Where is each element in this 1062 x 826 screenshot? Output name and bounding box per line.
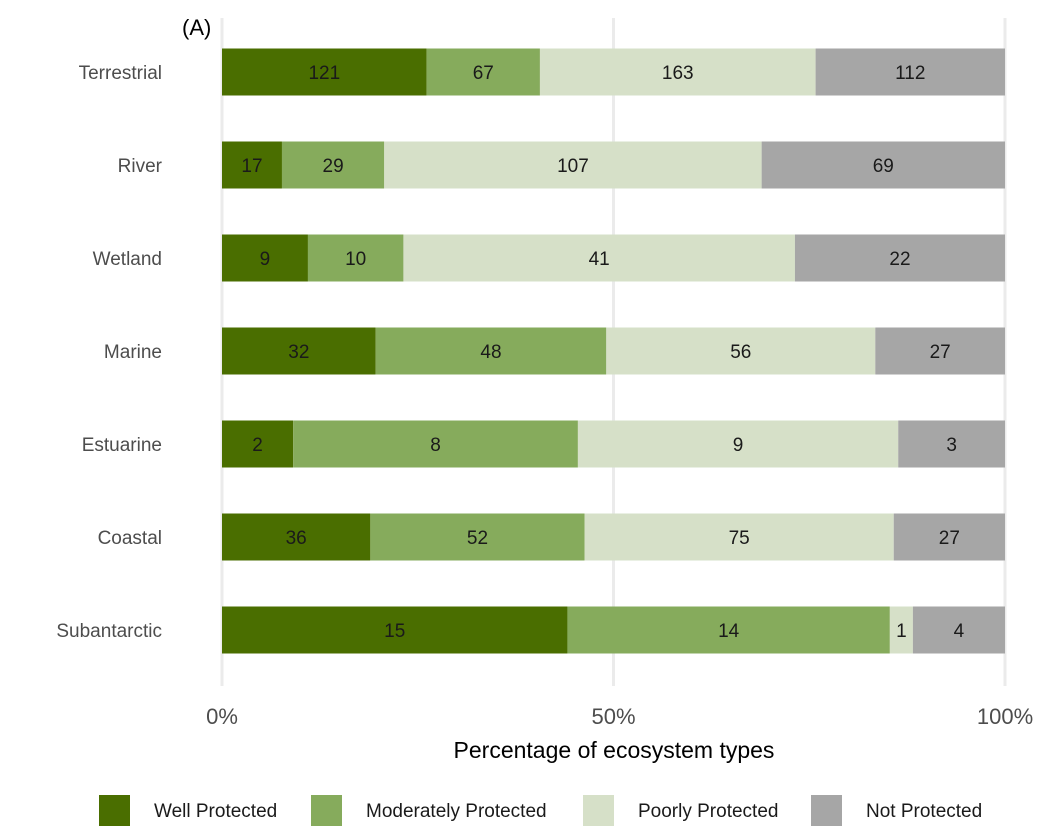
panel-tag: (A): [182, 15, 211, 40]
data-label: 10: [345, 249, 366, 270]
bar-segment: [893, 513, 1005, 561]
data-label: 27: [930, 342, 951, 363]
legend: Well Protected Moderately Protected Poorly…: [99, 795, 982, 826]
bar-segment: [794, 234, 1005, 282]
data-label: 9: [260, 249, 271, 270]
data-label: 4: [954, 621, 965, 642]
data-label: 29: [323, 156, 344, 177]
data-label: 3: [946, 435, 957, 456]
bar-segment: [222, 420, 294, 468]
bar-segment: [384, 141, 762, 189]
bar-segment: [222, 48, 427, 96]
bar-segment: [222, 327, 376, 375]
bar-segment: [222, 234, 308, 282]
category-label: Coastal: [98, 528, 162, 549]
data-label: 8: [430, 435, 441, 456]
data-label: 27: [939, 528, 960, 549]
x-tick-label: 100%: [977, 704, 1033, 729]
data-label: 107: [557, 156, 589, 177]
bar-segment: [577, 420, 899, 468]
legend-label: Moderately Protected: [366, 801, 547, 822]
data-label: 69: [873, 156, 894, 177]
category-label: Wetland: [93, 249, 162, 270]
category-label: Marine: [104, 342, 162, 363]
data-label: 75: [729, 528, 750, 549]
x-tick-label: 50%: [591, 704, 635, 729]
bar-segment: [567, 606, 890, 654]
data-label: 112: [895, 63, 925, 84]
legend-swatch: [311, 795, 342, 826]
data-label: 15: [384, 621, 405, 642]
category-label: Terrestrial: [79, 63, 162, 84]
category-label: River: [118, 156, 163, 177]
data-label: 52: [467, 528, 488, 549]
data-label: 36: [286, 528, 307, 549]
data-label: 56: [730, 342, 751, 363]
data-label: 48: [480, 342, 501, 363]
bar-segment: [307, 234, 404, 282]
legend-label: Poorly Protected: [638, 801, 778, 822]
x-axis-title: Percentage of ecosystem types: [454, 737, 775, 763]
bar-segment: [403, 234, 795, 282]
x-tick-label: 0%: [206, 704, 238, 729]
bar-segment: [539, 48, 816, 96]
legend-label: Not Protected: [866, 801, 982, 822]
legend-swatch: [99, 795, 130, 826]
x-tick-labels: 0% 50% 100%: [206, 704, 1033, 729]
data-label: 14: [718, 621, 740, 642]
data-label: 9: [733, 435, 744, 456]
bar-segment: [815, 48, 1005, 96]
data-label: 1: [896, 621, 907, 642]
data-label: 32: [288, 342, 309, 363]
data-label: 163: [662, 63, 694, 84]
bar-segment: [281, 141, 385, 189]
bar-segment: [375, 327, 607, 375]
legend-swatch: [583, 795, 614, 826]
bar-segment: [898, 420, 1005, 468]
data-label: 22: [889, 249, 910, 270]
bar-segment: [222, 606, 568, 654]
bar-segment: [222, 141, 282, 189]
bar-segment: [761, 141, 1005, 189]
bar-segment: [222, 513, 371, 561]
data-label: 17: [241, 156, 262, 177]
bar-segment: [426, 48, 540, 96]
category-label: Estuarine: [82, 435, 162, 456]
bar-segment: [370, 513, 585, 561]
legend-swatch: [811, 795, 842, 826]
data-label: 41: [589, 249, 610, 270]
data-label: 2: [252, 435, 263, 456]
bar-segment: [875, 327, 1005, 375]
bar-segment: [293, 420, 578, 468]
category-label: Subantarctic: [56, 621, 162, 642]
bar-segment: [889, 606, 913, 654]
data-label: 121: [308, 63, 340, 84]
legend-label: Well Protected: [154, 801, 277, 822]
bar-segment: [606, 327, 876, 375]
bar-segment: [584, 513, 894, 561]
bar-segment: [912, 606, 1005, 654]
data-label: 67: [473, 63, 494, 84]
category-labels: Terrestrial River Wetland Marine Estuarine Co…: [56, 63, 162, 642]
